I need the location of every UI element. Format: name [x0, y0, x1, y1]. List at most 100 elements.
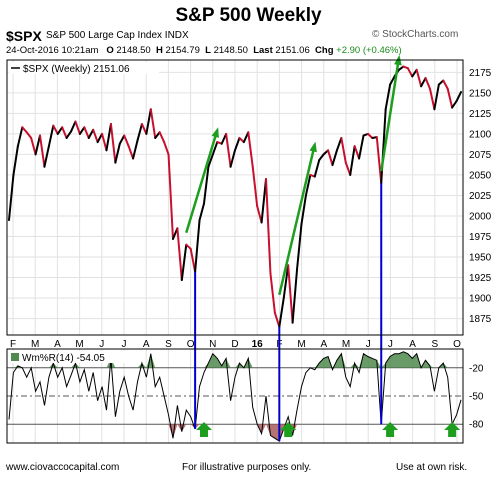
price-segment	[52, 124, 59, 135]
trend-arrow-head	[211, 127, 219, 138]
last-label: Last	[253, 45, 273, 56]
price-segment	[366, 132, 374, 139]
x-tick-label: O	[187, 339, 195, 350]
footer-website: www.ciovaccocapital.com	[6, 462, 120, 473]
price-segment	[406, 67, 414, 78]
price-segment	[78, 126, 86, 135]
x-tick-label: J	[388, 339, 393, 350]
price-segment	[304, 173, 312, 197]
price-segment	[39, 134, 46, 168]
x-tick-label: S	[431, 339, 438, 350]
price-segment	[87, 128, 95, 139]
price-segment	[154, 131, 161, 139]
price-y-axis: 1875 1900 1925 1950 1975 2000 2025 2050 2075 2100…	[469, 68, 492, 325]
x-tick-label: S	[165, 339, 172, 350]
price-segment	[273, 311, 281, 328]
price-segment	[335, 136, 343, 152]
price-tick-label: 1925	[469, 273, 492, 284]
price-segment	[353, 145, 361, 160]
price-segment	[114, 142, 121, 164]
price-segment	[8, 173, 15, 222]
ohlc-row: 24-Oct-2016 10:21am O 2148.50 H 2154.79 …	[6, 45, 402, 56]
x-tick-label: J	[99, 339, 104, 350]
price-tick-label: 2175	[469, 68, 492, 79]
x-axis-labels: FMAMJJASOND16FMAMJJASO	[10, 339, 461, 350]
price-segment	[30, 136, 37, 156]
trend-arrow	[380, 57, 401, 172]
wpr-legend: Wm%R(14) -54.05	[9, 351, 129, 364]
price-segment	[389, 75, 396, 86]
price-segment	[313, 159, 321, 178]
price-segment	[278, 297, 285, 328]
price-tick-label: 1975	[469, 232, 492, 243]
price-segment	[318, 153, 325, 162]
price-segment	[455, 91, 462, 103]
wpr-line-path	[8, 351, 462, 442]
price-tick-label: 2125	[469, 109, 492, 120]
price-tick-label: 1875	[469, 314, 492, 325]
price-segment	[43, 145, 50, 168]
price-segment	[176, 227, 183, 281]
price-segment	[74, 120, 81, 135]
price-segment	[163, 141, 170, 156]
price-segment	[282, 264, 290, 300]
x-tick-label: N	[209, 339, 216, 350]
price-segment	[92, 128, 99, 144]
price-tick-label: 2000	[469, 211, 492, 222]
price-segment	[101, 132, 108, 152]
price-tick-label: 2150	[469, 88, 492, 99]
price-segment	[132, 139, 139, 160]
x-tick-label: O	[453, 339, 461, 350]
price-segment	[225, 132, 232, 168]
x-tick-label: J	[366, 339, 371, 350]
price-segment	[375, 136, 383, 185]
open-value: 2148.50	[116, 45, 151, 56]
price-segment	[61, 126, 68, 139]
price-segment	[349, 145, 356, 176]
price-segment	[424, 77, 431, 90]
price-segment	[446, 87, 454, 109]
low-value: 2148.50	[213, 45, 248, 56]
price-segment	[202, 165, 210, 205]
chg-label: Chg	[315, 45, 334, 56]
x-tick-label: A	[143, 339, 150, 350]
price-segment	[247, 131, 254, 168]
price-segment	[83, 126, 90, 139]
price-segment	[211, 141, 219, 156]
trend-arrow-head	[309, 141, 317, 153]
price-segment	[123, 134, 130, 148]
price-segment	[185, 243, 192, 250]
price-segment	[229, 149, 236, 168]
price-segment	[65, 130, 73, 139]
x-tick-label: M	[31, 339, 39, 350]
price-segment	[16, 126, 24, 148]
price-segment	[384, 83, 392, 111]
annotations	[185, 54, 461, 442]
price-segment	[420, 77, 427, 88]
price-segment	[415, 68, 423, 88]
price-tick-label: 1900	[469, 294, 492, 305]
x-tick-label: A	[320, 339, 327, 350]
price-segment	[47, 124, 55, 148]
chart-title: S&P 500 Weekly	[175, 5, 322, 26]
open-label: O	[106, 45, 114, 56]
x-tick-label: M	[297, 339, 305, 350]
price-segment	[451, 100, 458, 109]
wpr-tick-label: -80	[469, 420, 484, 431]
price-legend-text: $SPX (Weekly) 2151.06	[23, 64, 130, 75]
price-segment	[25, 131, 33, 139]
price-segment	[198, 202, 205, 222]
price-segment	[96, 132, 104, 144]
price-segment	[296, 223, 303, 271]
price-legend: $SPX (Weekly) 2151.06	[9, 62, 159, 75]
price-segment	[180, 243, 188, 281]
price-segment	[251, 165, 259, 208]
quote-date: 24-Oct-2016 10:21am	[6, 45, 99, 56]
price-segment	[300, 194, 307, 226]
x-tick-label: D	[231, 339, 238, 350]
price-segment	[70, 120, 77, 133]
price-tick-label: 2100	[469, 129, 492, 140]
high-label: H	[156, 45, 163, 56]
wpr-tick-label: -20	[469, 363, 484, 374]
brand-label: © StockCharts.com	[372, 29, 459, 40]
